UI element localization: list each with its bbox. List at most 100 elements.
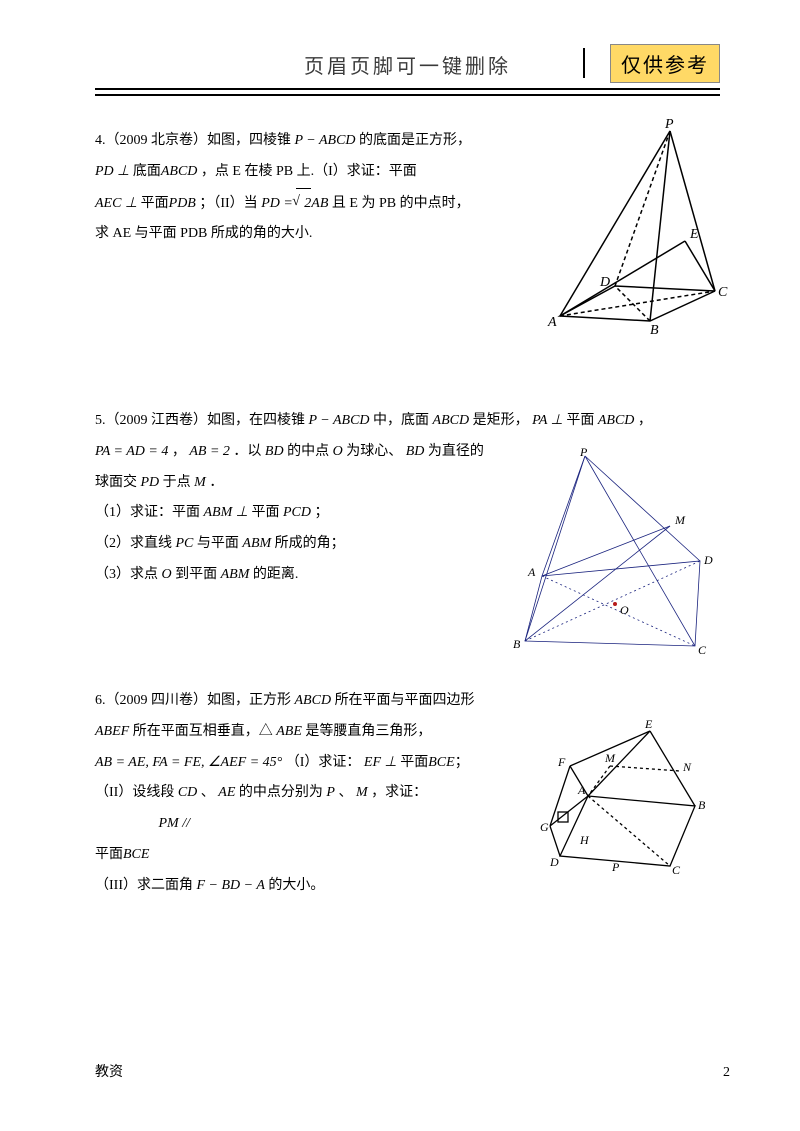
p6-var: BCE — [123, 847, 149, 862]
p6-text: 的大小。 — [268, 878, 324, 893]
p6-text: 6.（2009 四川卷）如图，正方形 — [95, 693, 291, 708]
p5-text: ， — [172, 444, 186, 459]
svg-text:B: B — [513, 637, 521, 651]
p6-text: 、 — [201, 785, 215, 800]
p4-var: PD ⊥ — [95, 164, 129, 179]
p5-var: ABM — [242, 536, 271, 551]
svg-text:M: M — [604, 751, 616, 765]
p5-eq: PA = AD = 4 — [95, 444, 168, 459]
p5-text: ．以 — [233, 444, 261, 459]
p6-text: （II）设线段 — [95, 785, 174, 800]
p5-var: M — [194, 475, 206, 490]
p6-text: ，求证： — [371, 785, 427, 800]
p4-var: PD = — [261, 196, 293, 211]
p4-var: ABCD — [161, 164, 198, 179]
svg-text:A: A — [527, 565, 536, 579]
svg-text:O: O — [620, 603, 629, 617]
p4-text: ；（II）当 — [199, 196, 257, 211]
p5-text: 球面交 — [95, 475, 137, 490]
p5-var: BD — [265, 444, 284, 459]
svg-text:D: D — [703, 553, 713, 567]
p5-var: P − ABCD — [309, 413, 370, 428]
header-underline — [95, 94, 720, 96]
p5-q1: ； — [314, 505, 328, 520]
problem-6: 6.（2009 四川卷）如图，正方形 ABCD 所在平面与平面四边形 ABEF … — [95, 686, 720, 916]
header-badge: 仅供参考 — [610, 44, 720, 83]
problem-5: 5.（2009 江西卷）如图，在四棱锥 P − ABCD 中，底面 ABCD 是… — [95, 406, 720, 656]
svg-text:G: G — [540, 820, 549, 834]
p6-var: ABE — [276, 724, 302, 739]
p5-var: PCD — [283, 505, 311, 520]
figure-6: E F G A B C D M N P H — [540, 716, 710, 876]
p5-var: PA ⊥ — [532, 413, 563, 428]
p6-eq: AB = AE, FA = FE, ∠AEF = 45° — [95, 755, 282, 770]
p5-eq: AB = 2 — [189, 444, 230, 459]
problem-4: 4.（2009 北京卷）如图，四棱锥 P − ABCD 的底面是正方形， PD … — [95, 126, 720, 376]
svg-text:C: C — [718, 285, 728, 300]
p5-text: 为球心、 — [346, 444, 402, 459]
p6-var: F − BD − A — [197, 878, 265, 893]
p6-var: ABEF — [95, 724, 129, 739]
p6-var: P — [326, 785, 335, 800]
p5-var: ABCD — [598, 413, 635, 428]
p4-var: PDB — [169, 196, 196, 211]
svg-text:N: N — [682, 760, 692, 774]
p5-var: BD — [406, 444, 425, 459]
svg-text:E: E — [644, 717, 653, 731]
svg-text:D: D — [549, 855, 559, 869]
p4-text: 4.（2009 北京卷）如图，四棱锥 — [95, 133, 291, 148]
p5-var: ABM ⊥ — [204, 505, 248, 520]
svg-text:F: F — [557, 755, 566, 769]
p6-var: ABCD — [295, 693, 332, 708]
p5-text: 平面 — [566, 413, 594, 428]
p5-q3: 的距离. — [253, 567, 299, 582]
footer-left: 教资 — [95, 1061, 123, 1081]
svg-text:C: C — [672, 863, 681, 876]
p6-text: 、 — [338, 785, 352, 800]
p6-text: 的中点分别为 — [239, 785, 323, 800]
p4-var: P − ABCD — [295, 133, 356, 148]
p5-var: O — [333, 444, 343, 459]
p5-q1: 平面 — [251, 505, 279, 520]
p5-q2: （2）求直线 — [95, 536, 172, 551]
p5-q3: 到平面 — [175, 567, 217, 582]
page-header: 页眉页脚可一键删除 仅供参考 — [95, 40, 720, 90]
p6-text: 所在平面互相垂直，△ — [133, 724, 273, 739]
p5-var: O — [162, 567, 172, 582]
p6-text: （III）求二面角 — [95, 878, 193, 893]
p6-var: M — [356, 785, 368, 800]
svg-text:B: B — [698, 798, 706, 812]
p6-var: AE — [218, 785, 235, 800]
p5-text: 于点 — [163, 475, 191, 490]
p6-var: EF ⊥ — [364, 755, 397, 770]
p4-text: ，点 E 在棱 PB 上.（I）求证：平面 — [201, 164, 417, 179]
p6-text: （I）求证： — [286, 755, 361, 770]
p5-text: 为直径的 — [428, 444, 484, 459]
p4-text: 求 AE 与平面 PDB 所成的角的大小. — [95, 226, 312, 241]
p5-var: PC — [176, 536, 194, 551]
p6-var: CD — [178, 785, 197, 800]
svg-text:M: M — [674, 513, 686, 527]
p6-text: ； — [455, 755, 469, 770]
p5-var: ABM — [221, 567, 250, 582]
svg-text:P: P — [579, 446, 588, 459]
p6-var: BCE — [428, 755, 454, 770]
p6-text: 平面 — [400, 755, 428, 770]
figure-5: P A B C D M O — [500, 446, 720, 656]
header-title: 页眉页脚可一键删除 — [304, 50, 511, 79]
footer-right: 2 — [723, 1065, 730, 1081]
header-divider — [583, 48, 585, 78]
p5-var: PD — [141, 475, 160, 490]
p6-text: 平面 — [95, 847, 123, 862]
svg-text:C: C — [698, 643, 707, 656]
p5-text: ． — [209, 475, 223, 490]
p5-text: 中，底面 — [373, 413, 429, 428]
p5-text: ， — [638, 413, 652, 428]
p6-text: 是等腰直角三角形， — [305, 724, 431, 739]
p5-text: 5.（2009 江西卷）如图，在四棱锥 — [95, 413, 305, 428]
p4-text: 且 E 为 PB 的中点时， — [332, 196, 470, 211]
svg-text:E: E — [689, 227, 699, 242]
p5-q2: 所成的角； — [275, 536, 345, 551]
svg-text:D: D — [599, 275, 610, 290]
p4-text: 的底面是正方形， — [359, 133, 471, 148]
